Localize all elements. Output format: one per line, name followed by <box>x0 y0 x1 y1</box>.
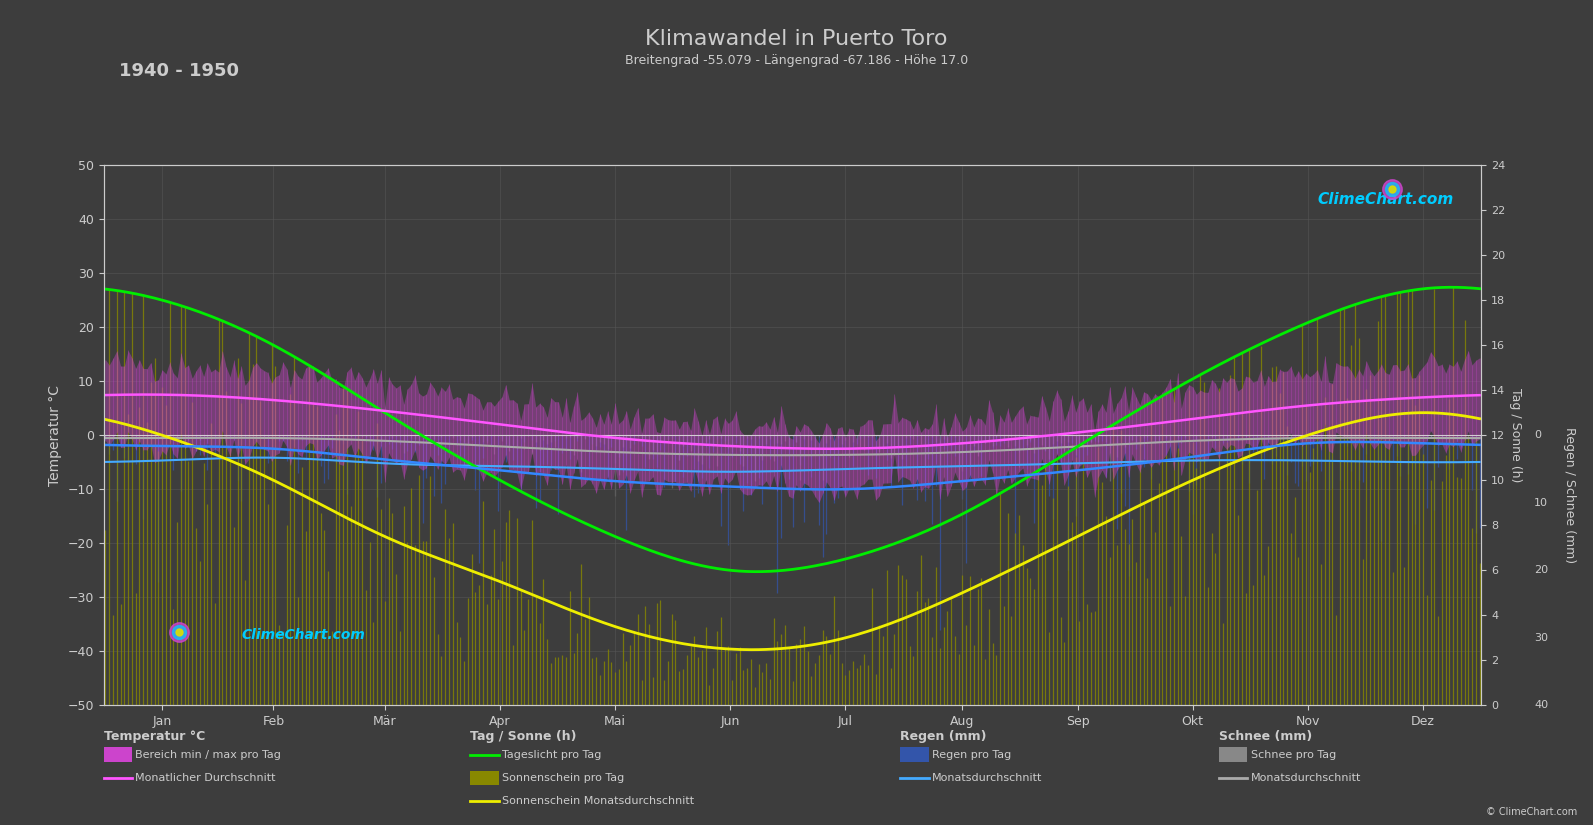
Text: Klimawandel in Puerto Toro: Klimawandel in Puerto Toro <box>645 29 948 49</box>
Text: 20: 20 <box>1534 565 1548 575</box>
Text: Schnee (mm): Schnee (mm) <box>1219 730 1313 743</box>
Text: 40: 40 <box>1534 700 1548 710</box>
Text: 1940 - 1950: 1940 - 1950 <box>119 62 239 80</box>
Text: Regen / Schnee (mm): Regen / Schnee (mm) <box>1563 427 1575 563</box>
Text: Sonnenschein Monatsdurchschnitt: Sonnenschein Monatsdurchschnitt <box>502 796 695 806</box>
Text: Tag / Sonne (h): Tag / Sonne (h) <box>470 730 577 743</box>
Y-axis label: Tag / Sonne (h): Tag / Sonne (h) <box>1509 388 1523 483</box>
Text: Monatsdurchschnitt: Monatsdurchschnitt <box>1251 773 1360 783</box>
Text: Breitengrad -55.079 - Längengrad -67.186 - Höhe 17.0: Breitengrad -55.079 - Längengrad -67.186… <box>624 54 969 67</box>
Text: Regen pro Tag: Regen pro Tag <box>932 750 1012 760</box>
Text: Regen (mm): Regen (mm) <box>900 730 986 743</box>
Text: Bereich min / max pro Tag: Bereich min / max pro Tag <box>135 750 282 760</box>
Text: 0: 0 <box>1534 430 1542 441</box>
Text: 10: 10 <box>1534 497 1548 507</box>
Text: ClimeChart.com: ClimeChart.com <box>242 628 365 642</box>
Text: Temperatur °C: Temperatur °C <box>104 730 205 743</box>
Y-axis label: Temperatur °C: Temperatur °C <box>48 384 62 486</box>
Text: Sonnenschein pro Tag: Sonnenschein pro Tag <box>502 773 624 783</box>
Text: Tageslicht pro Tag: Tageslicht pro Tag <box>502 750 601 760</box>
Text: Monatlicher Durchschnitt: Monatlicher Durchschnitt <box>135 773 276 783</box>
Text: 30: 30 <box>1534 633 1548 643</box>
Text: Schnee pro Tag: Schnee pro Tag <box>1251 750 1337 760</box>
Text: © ClimeChart.com: © ClimeChart.com <box>1486 807 1577 817</box>
Text: Monatsdurchschnitt: Monatsdurchschnitt <box>932 773 1042 783</box>
Text: ClimeChart.com: ClimeChart.com <box>1317 192 1454 207</box>
